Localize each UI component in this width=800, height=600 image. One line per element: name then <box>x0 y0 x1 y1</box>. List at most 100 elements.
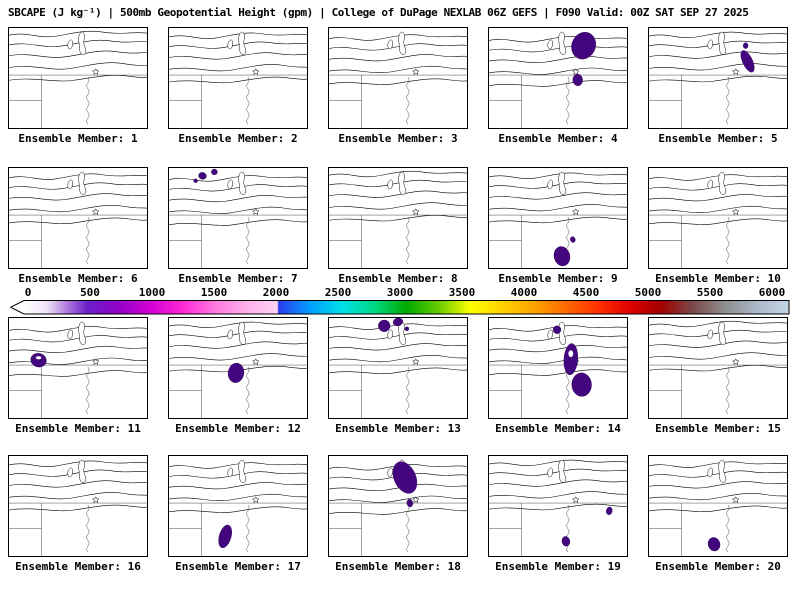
ensemble-map <box>168 167 308 269</box>
height-contours <box>649 31 787 83</box>
height-contours <box>329 34 467 85</box>
lakes <box>547 31 580 75</box>
cape-shading <box>553 236 576 267</box>
state-borders <box>9 214 147 268</box>
ensemble-map <box>328 27 468 129</box>
river-line <box>726 76 730 125</box>
state-borders <box>169 214 307 268</box>
state-borders <box>649 214 787 268</box>
cape-shading <box>378 318 410 332</box>
ensemble-map <box>328 167 468 269</box>
ensemble-panel-label: Ensemble Member: 15 <box>655 422 781 435</box>
ensemble-row-2: Ensemble Member: 6 Ensemble Member: 7 Ense… <box>0 167 800 285</box>
lakes <box>227 171 260 215</box>
height-contours <box>169 175 307 226</box>
colorbar-tick: 1000 <box>138 286 166 299</box>
ensemble-panel: Ensemble Member: 3 <box>328 27 468 145</box>
state-borders <box>649 502 787 556</box>
state-borders <box>329 364 467 418</box>
height-contours <box>489 459 627 511</box>
colorbar-tick: 1500 <box>200 286 228 299</box>
lakes <box>387 31 420 75</box>
colorbar-tick: 3000 <box>386 286 414 299</box>
river-line <box>246 76 250 125</box>
ensemble-map <box>8 317 148 419</box>
cape-shading <box>30 353 47 368</box>
height-contours <box>329 323 467 374</box>
ensemble-panel: Ensemble Member: 18 <box>328 455 468 573</box>
ensemble-map <box>168 27 308 129</box>
lakes <box>67 321 100 365</box>
ensemble-panel-label: Ensemble Member: 5 <box>658 132 778 145</box>
ensemble-panel: Ensemble Member: 6 <box>8 167 148 285</box>
river-line <box>406 76 410 125</box>
colorbar-tick: 2500 <box>324 286 352 299</box>
lakes <box>227 321 260 365</box>
city-star-marker <box>411 496 420 503</box>
river-line <box>246 504 250 553</box>
ensemble-panel: Ensemble Member: 8 <box>328 167 468 285</box>
ensemble-map <box>8 455 148 557</box>
city-star-marker <box>571 208 580 215</box>
river-line <box>406 504 410 553</box>
ensemble-panel-label: Ensemble Member: 6 <box>18 272 138 285</box>
ensemble-panel: Ensemble Member: 13 <box>328 317 468 435</box>
lakes <box>227 459 260 503</box>
colorbar-gradient-bar <box>10 300 790 315</box>
ensemble-map <box>648 167 788 269</box>
ensemble-panel-label: Ensemble Member: 14 <box>495 422 621 435</box>
ensemble-panel: Ensemble Member: 17 <box>168 455 308 573</box>
colorbar-tick: 3500 <box>448 286 476 299</box>
state-borders <box>329 502 467 556</box>
nexlab-ensemble-viewer: SBCAPE (J kg⁻¹) | 500mb Geopotential Hei… <box>0 6 800 573</box>
state-borders <box>329 74 467 128</box>
lakes <box>67 459 100 503</box>
ensemble-map <box>8 167 148 269</box>
ensemble-panel-label: Ensemble Member: 17 <box>175 560 301 573</box>
cape-shading <box>227 362 245 383</box>
state-borders <box>649 74 787 128</box>
height-contours <box>649 461 787 512</box>
lakes <box>227 31 260 75</box>
ensemble-map <box>648 455 788 557</box>
ensemble-map <box>488 27 628 129</box>
ensemble-panel: Ensemble Member: 12 <box>168 317 308 435</box>
city-star-marker <box>411 208 420 215</box>
river-line <box>86 216 90 265</box>
ensemble-panel: Ensemble Member: 11 <box>8 317 148 435</box>
ensemble-row-1: Ensemble Member: 1 Ensemble Member: 2 Ense… <box>0 27 800 145</box>
city-star-marker <box>571 68 580 75</box>
colorbar-tick: 500 <box>80 286 100 299</box>
ensemble-panel-label: Ensemble Member: 2 <box>178 132 298 145</box>
colorbar-tick: 5500 <box>696 286 724 299</box>
height-contours <box>329 170 467 222</box>
river-line <box>86 76 90 125</box>
river-line <box>726 366 730 415</box>
colorbar-tick: 2000 <box>262 286 290 299</box>
lakes <box>67 31 100 75</box>
state-borders <box>9 364 147 418</box>
ensemble-row-3: Ensemble Member: 11 Ensemble Member: 12 En… <box>0 317 800 435</box>
height-contours <box>649 320 787 372</box>
ensemble-map <box>648 27 788 129</box>
city-star-marker <box>731 358 740 365</box>
lakes <box>707 31 740 75</box>
ensemble-map <box>8 27 148 129</box>
city-star-marker <box>91 68 100 75</box>
ensemble-panel-label: Ensemble Member: 18 <box>335 560 461 573</box>
ensemble-panel: Ensemble Member: 4 <box>488 27 628 145</box>
city-star-marker <box>91 358 100 365</box>
ensemble-map <box>488 317 628 419</box>
height-contours <box>489 36 627 87</box>
state-borders <box>329 214 467 268</box>
ensemble-panel-label: Ensemble Member: 19 <box>495 560 621 573</box>
lakes <box>387 321 420 365</box>
state-borders <box>169 74 307 128</box>
cape-shading <box>218 524 232 549</box>
ensemble-panel-label: Ensemble Member: 20 <box>655 560 781 573</box>
cape-shading <box>193 168 218 183</box>
cape-shading <box>740 42 755 73</box>
state-borders <box>489 364 627 418</box>
river-line <box>246 216 250 265</box>
colorbar-tick: 4500 <box>572 286 600 299</box>
